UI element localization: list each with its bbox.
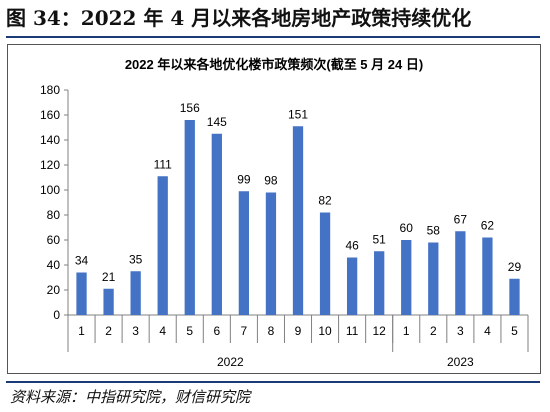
bar-chart: 2022 年以来各地优化楼市政策频次(截至 5 月 24 日) 0 20 40 60 8…	[40, 57, 529, 369]
bar	[401, 240, 412, 315]
x-tick-label: 9	[295, 324, 302, 338]
data-label: 145	[207, 115, 227, 129]
bar	[184, 120, 195, 315]
x-tick-label: 6	[213, 324, 220, 338]
y-tick-label: 140	[40, 133, 60, 147]
axes	[64, 89, 529, 352]
x-tick-label: 4	[484, 324, 491, 338]
x-tick-label: 2	[430, 324, 437, 338]
y-tick-label: 120	[40, 158, 60, 172]
x-tick-label: 3	[457, 324, 464, 338]
x-tick-label: 2	[105, 324, 112, 338]
y-tick-label: 160	[40, 108, 60, 122]
x-tick-label: 3	[132, 324, 139, 338]
year-groups: 2022 2023	[217, 355, 474, 369]
bar	[482, 237, 493, 315]
data-label: 21	[102, 270, 116, 284]
data-label: 151	[288, 107, 308, 121]
y-tick-label: 40	[47, 258, 61, 272]
bars	[76, 120, 520, 315]
bar	[265, 192, 277, 315]
chart-title: 2022 年以来各地优化楼市政策频次(截至 5 月 24 日)	[125, 57, 423, 72]
y-tick-label: 80	[47, 208, 61, 222]
data-label: 156	[180, 101, 200, 115]
data-label: 35	[129, 252, 143, 266]
x-tick-label: 10	[318, 324, 332, 338]
data-label: 111	[154, 157, 173, 171]
bar	[103, 288, 114, 315]
y-tick-label: 0	[53, 308, 60, 322]
source-rule	[6, 381, 540, 383]
data-label: 99	[237, 172, 251, 186]
x-tick-label: 1	[78, 324, 85, 338]
data-label: 82	[318, 194, 332, 208]
x-tick-label: 7	[241, 324, 248, 338]
x-tick-label: 11	[346, 324, 359, 338]
figure-title: 图 34：2022 年 4 月以来各地房地产政策持续优化	[6, 6, 472, 30]
data-label: 58	[427, 224, 441, 238]
data-label: 62	[481, 219, 495, 233]
x-tick-label: 4	[159, 324, 166, 338]
data-label: 29	[508, 260, 522, 274]
bar	[76, 272, 87, 315]
bar	[211, 133, 222, 315]
x-tick-label: 12	[372, 324, 386, 338]
bar	[509, 278, 520, 315]
data-labels: 34 21 35 111 156 145 99 98 151 82 46 51 60 58 67 62 29	[75, 101, 522, 284]
y-tick-label: 180	[40, 83, 60, 97]
data-label: 51	[372, 232, 386, 246]
bar	[455, 231, 466, 315]
bar	[319, 212, 331, 315]
x-tick-label: 5	[511, 324, 518, 338]
x-tick-label: 5	[186, 324, 193, 338]
source-note: 资料来源：中指研究院，财信研究院	[10, 388, 251, 406]
data-label: 67	[454, 212, 468, 226]
x-tick-label: 8	[268, 324, 275, 338]
data-label: 98	[264, 174, 278, 188]
data-label: 34	[75, 254, 89, 268]
x-tick-label: 1	[403, 324, 410, 338]
bar	[346, 257, 358, 315]
title-rule	[6, 36, 540, 38]
bar	[374, 251, 385, 315]
bar	[428, 242, 439, 315]
bar	[238, 191, 250, 315]
y-tick-label: 100	[40, 183, 60, 197]
data-label: 46	[345, 239, 359, 253]
chart-frame: 2022 年以来各地优化楼市政策频次(截至 5 月 24 日) 0 20 40 60 8…	[7, 44, 541, 374]
y-tick-label: 20	[47, 283, 61, 297]
bar	[292, 126, 304, 315]
group-label: 2022	[217, 355, 244, 369]
group-label: 2023	[447, 355, 474, 369]
bar	[157, 176, 168, 315]
data-label: 60	[400, 221, 414, 235]
bar	[130, 271, 141, 315]
y-tick-label: 60	[47, 233, 61, 247]
